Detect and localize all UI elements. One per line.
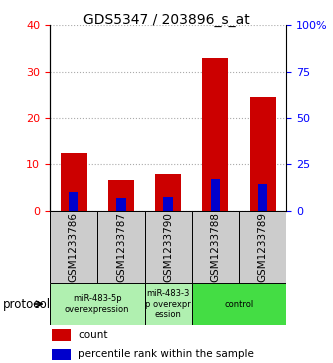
Bar	[155, 174, 181, 211]
Bar	[239, 211, 286, 283]
Bar	[69, 192, 78, 211]
Text: GSM1233786: GSM1233786	[69, 212, 79, 282]
Bar	[50, 283, 145, 325]
Bar	[50, 211, 97, 283]
Text: GSM1233788: GSM1233788	[210, 212, 220, 282]
Text: miR-483-3
p overexpr
ession: miR-483-3 p overexpr ession	[145, 289, 191, 319]
Bar	[145, 283, 192, 325]
Text: percentile rank within the sample: percentile rank within the sample	[78, 349, 254, 359]
Bar	[52, 348, 71, 360]
Text: count: count	[78, 330, 108, 340]
Bar	[250, 97, 276, 211]
Text: control: control	[224, 299, 254, 309]
Text: protocol: protocol	[3, 298, 52, 310]
Bar	[192, 211, 239, 283]
Bar	[202, 58, 228, 211]
Text: miR-483-5p
overexpression: miR-483-5p overexpression	[65, 294, 130, 314]
Text: GSM1233789: GSM1233789	[258, 212, 268, 282]
Bar	[116, 197, 126, 211]
Bar	[145, 211, 192, 283]
Bar	[164, 197, 173, 211]
Bar	[258, 184, 267, 211]
Text: GDS5347 / 203896_s_at: GDS5347 / 203896_s_at	[83, 13, 250, 27]
Bar	[61, 153, 87, 211]
Bar	[192, 283, 286, 325]
Text: GSM1233790: GSM1233790	[163, 212, 173, 282]
Bar	[52, 330, 71, 341]
Text: GSM1233787: GSM1233787	[116, 212, 126, 282]
Bar	[211, 179, 220, 211]
Bar	[108, 180, 134, 211]
Bar	[97, 211, 145, 283]
